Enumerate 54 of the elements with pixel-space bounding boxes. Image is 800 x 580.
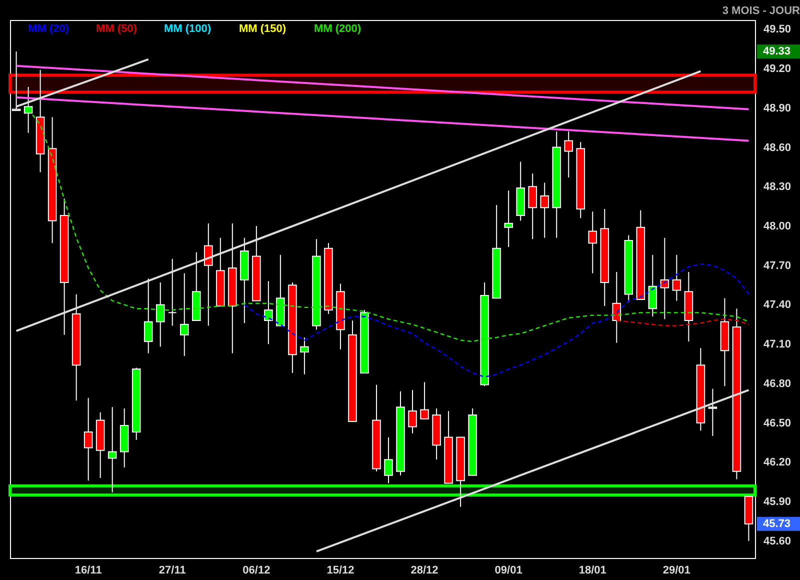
- line-series: [244, 263, 750, 378]
- candlestick: [168, 258, 177, 326]
- x-tick-label: 18/01: [578, 564, 606, 576]
- y-tick-label: 45.60: [764, 535, 792, 548]
- candlestick: [588, 211, 598, 274]
- candlestick: [384, 436, 393, 484]
- y-tick-label: 46.80: [764, 378, 792, 390]
- candlestick: [84, 397, 93, 482]
- y-tick-label: 47.10: [764, 338, 792, 351]
- annotation: 49.33: [763, 45, 791, 58]
- y-tick-label: 48.30: [764, 181, 792, 194]
- chart-subtitle: 3 MOIS - JOUR: [722, 5, 800, 17]
- y-tick-label: 49.20: [764, 63, 792, 76]
- candlestick: [528, 173, 537, 240]
- candlestick: [264, 280, 273, 345]
- legend-label: MM (100): [164, 22, 212, 35]
- candlestick: [648, 254, 658, 318]
- text: MM (50): [96, 22, 138, 35]
- x-tick-label: 09/01: [494, 564, 522, 576]
- y-tick-label: 48.00: [764, 220, 792, 233]
- candlestick: [612, 271, 622, 344]
- x-tick-label: 16/11: [74, 564, 102, 576]
- text: MM (20): [28, 22, 70, 35]
- legend-label: MM (150): [239, 22, 286, 35]
- x-tick-label: 29/01: [662, 564, 690, 576]
- y-tick-label: 45.90: [764, 496, 792, 508]
- x-tick-label: 15/12: [326, 564, 354, 576]
- candlestick: [540, 182, 549, 238]
- y-tick-label: 47.70: [764, 260, 792, 272]
- text: MM (200): [314, 22, 362, 35]
- candlestick: [204, 222, 213, 326]
- candlestick: [108, 406, 117, 493]
- candlestick: [660, 237, 670, 320]
- candlestick: [24, 86, 33, 134]
- candlestick: [672, 254, 682, 302]
- candlestick: [708, 388, 718, 436]
- y-tick-label: 46.20: [764, 456, 792, 469]
- y-tick-label: 48.90: [764, 102, 792, 114]
- candlestick: [408, 390, 417, 434]
- candlestick: [156, 282, 165, 348]
- candlestick: [564, 131, 573, 178]
- candlestick: [504, 190, 513, 248]
- x-tick-label: 06/12: [242, 564, 270, 576]
- y-tick-label: 48.60: [764, 142, 792, 154]
- candlestick: [420, 382, 429, 420]
- y-tick-label: 47.40: [764, 299, 792, 312]
- candlestick: [300, 337, 309, 375]
- x-tick-label: 28/12: [410, 564, 438, 576]
- x-tick-label: 27/11: [158, 564, 186, 576]
- candlestick: [180, 272, 189, 356]
- candlestick: [144, 278, 153, 354]
- annotation: 45.73: [763, 518, 791, 530]
- y-tick-label: 46.50: [764, 417, 792, 430]
- y-tick-label: 49.50: [764, 24, 792, 36]
